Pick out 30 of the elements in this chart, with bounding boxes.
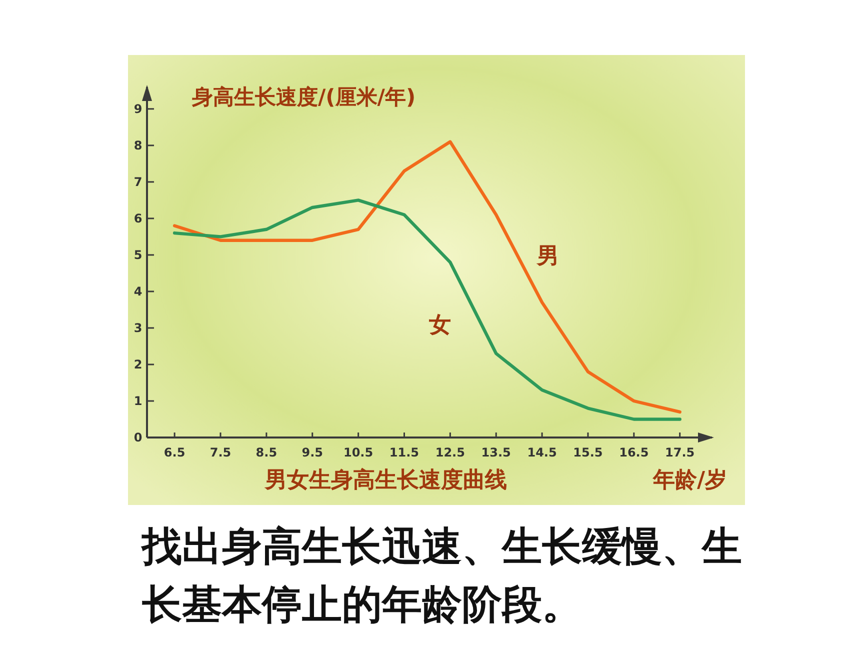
y-tick-label: 8 [134, 138, 142, 152]
x-tick-label: 16.5 [619, 446, 649, 460]
x-tick-label: 14.5 [527, 446, 557, 460]
y-tick-label: 3 [134, 320, 142, 335]
x-tick-label: 9.5 [302, 446, 323, 460]
x-axis-title: 年龄/岁 [652, 468, 728, 493]
line-series [172, 140, 682, 414]
line-series [172, 198, 682, 421]
y-tick-label: 6 [134, 211, 142, 226]
y-tick-label: 9 [134, 102, 142, 116]
y-tick-label: 7 [134, 174, 142, 189]
series-label: 男 [536, 244, 559, 269]
x-tick-label: 11.5 [389, 446, 420, 460]
text: 男女生身高生长速度曲线 [264, 467, 507, 493]
series-label: 女 [428, 313, 451, 338]
x-tick-label: 12.5 [435, 446, 465, 460]
y-tick-label: 5 [134, 248, 142, 262]
x-tick-label: 8.5 [256, 446, 278, 460]
x-tick-label: 13.5 [481, 446, 511, 460]
y-tick-label: 0 [134, 430, 142, 444]
y-tick-label: 1 [134, 394, 142, 408]
y-tick-label: 2 [134, 357, 142, 372]
y-axis-title: 身高生长速度/(厘米/年) [191, 85, 416, 109]
x-tick-label: 15.5 [573, 446, 603, 460]
y-tick-label: 4 [134, 284, 142, 298]
x-tick-label: 17.5 [665, 446, 695, 460]
x-tick-label: 6.5 [164, 446, 186, 460]
x-tick-label: 10.5 [343, 446, 374, 460]
x-tick-label: 7.5 [210, 446, 232, 460]
text: 找出身高生长迅速、生长缓慢、生长基本停止的年龄阶段。 [142, 523, 742, 630]
